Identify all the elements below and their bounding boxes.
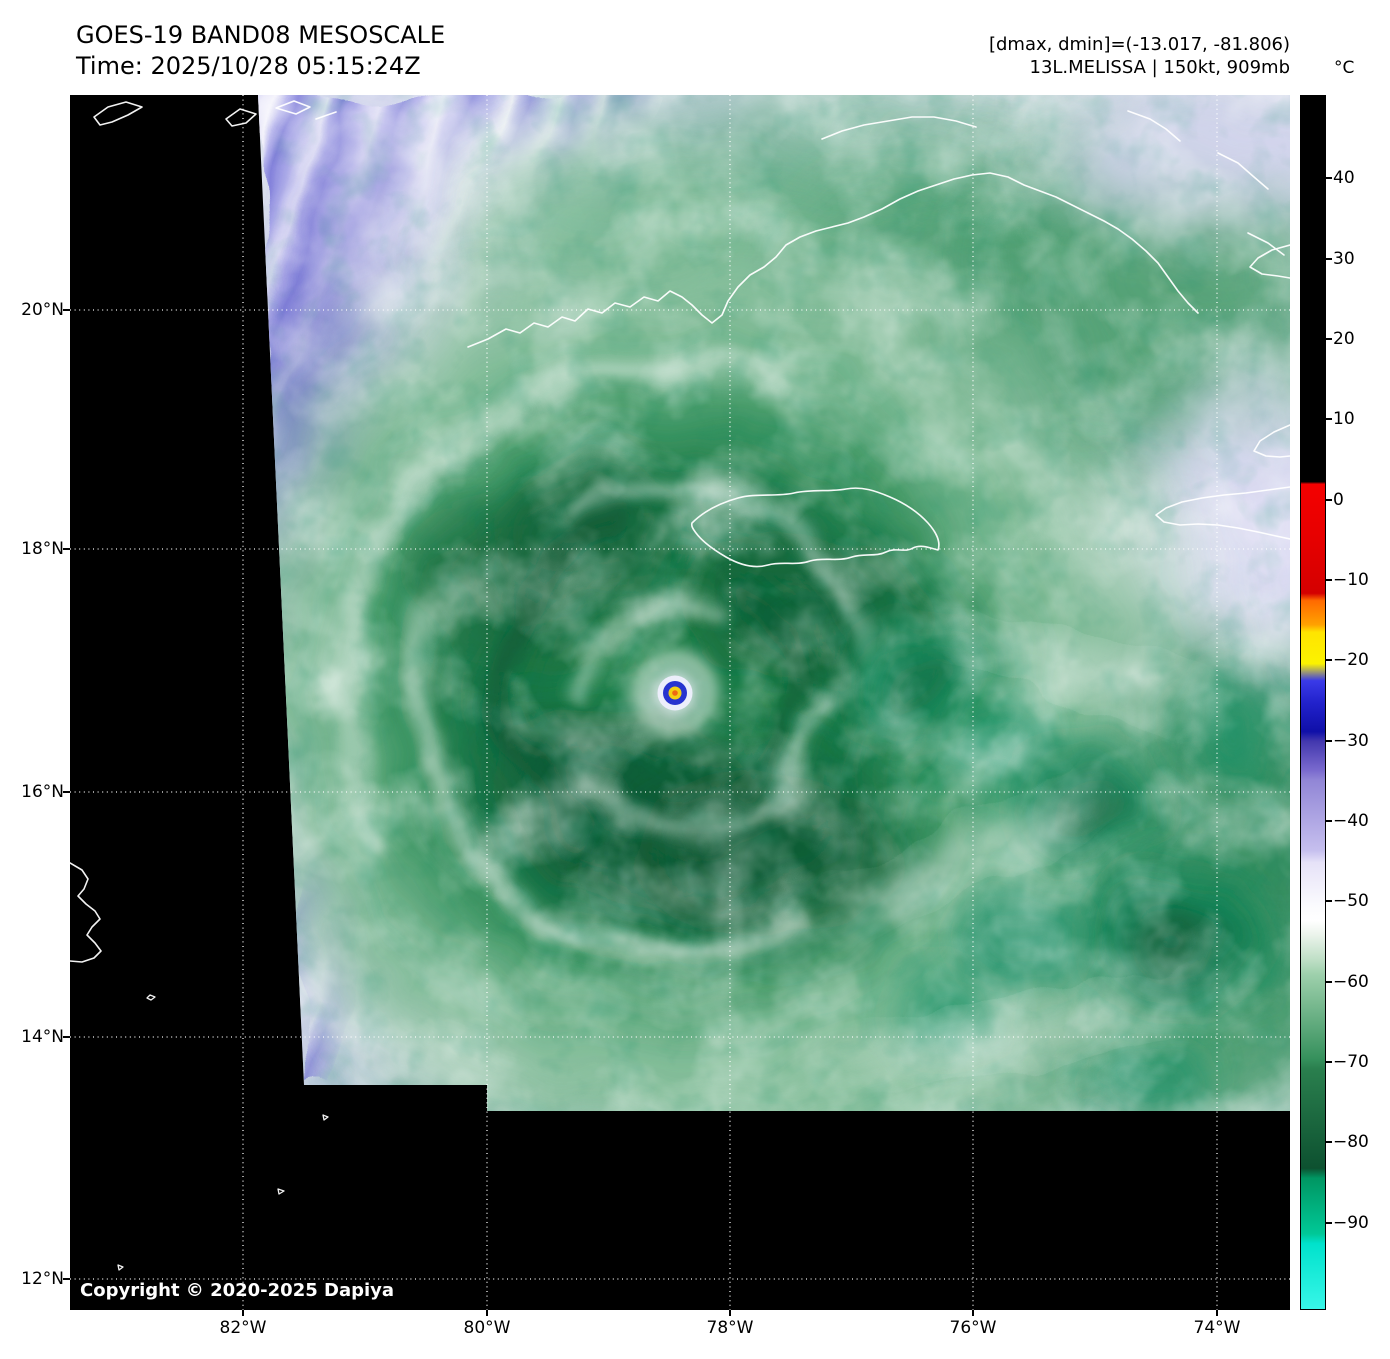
tick-mark — [1326, 418, 1332, 420]
tick-mark — [1326, 579, 1332, 581]
islet — [225, 108, 257, 127]
tick-mark — [1216, 1310, 1218, 1316]
graticule — [70, 95, 1290, 1310]
data-range: [dmax, dmin]=(-13.017, -81.806) — [988, 34, 1290, 55]
tick-mark — [1326, 981, 1332, 983]
copyright-text: Copyright © 2020-2025 Dapiya — [80, 1280, 395, 1301]
islet — [275, 100, 311, 115]
tick-mark — [1326, 900, 1332, 902]
temperature-colorbar — [1300, 95, 1326, 1310]
colorbar-tick-label: 0 — [1333, 490, 1344, 510]
storm-info: 13L.MELISSA | 150kt, 909mb — [1029, 57, 1291, 78]
coastline-cuba-north — [821, 116, 977, 140]
tick-mark — [1326, 258, 1332, 260]
lon-tick-label: 76°W — [949, 1318, 997, 1338]
lon-tick-label: 74°W — [1193, 1318, 1241, 1338]
colorbar-tick-label: −20 — [1333, 650, 1369, 670]
colorbar-tick-label: 10 — [1333, 409, 1355, 429]
colorbar-unit-label: °C — [1334, 58, 1355, 78]
tick-mark — [729, 1310, 731, 1316]
satellite-map: Copyright © 2020-2025 Dapiya — [70, 95, 1290, 1310]
colorbar-tick-label: 30 — [1333, 249, 1355, 269]
lon-tick-label: 82°W — [219, 1318, 267, 1338]
tick-mark — [1326, 338, 1332, 340]
tick-mark — [1326, 659, 1332, 661]
colorbar-tick-label: −90 — [1333, 1213, 1369, 1233]
data-swath — [258, 95, 1290, 1111]
tick-mark — [1326, 740, 1332, 742]
header-right: [dmax, dmin]=(-13.017, -81.806) 13L.MELIS… — [989, 33, 1290, 79]
colorbar-tick-label: 20 — [1333, 329, 1355, 349]
colorbar-tick-label: −60 — [1333, 972, 1369, 992]
tick-mark — [486, 1310, 488, 1316]
coastline-cuba-north — [1127, 110, 1181, 142]
timestamp: Time: 2025/10/28 05:15:24Z — [76, 52, 421, 80]
tick-mark — [63, 548, 70, 550]
lat-tick-label: 12°N — [21, 1269, 64, 1289]
colorbar-tick-label: −80 — [1333, 1132, 1369, 1152]
coastlines — [70, 100, 1290, 1271]
coastline-bahamas — [1217, 152, 1269, 190]
coastline-hispaniola — [1249, 244, 1290, 279]
satellite-imagery — [70, 95, 1290, 1310]
tick-mark — [63, 309, 70, 311]
lon-tick-label: 78°W — [706, 1318, 754, 1338]
coastline-jamaica — [690, 487, 940, 568]
cloud-texture-dark — [258, 95, 1290, 1111]
tick-mark — [63, 1036, 70, 1038]
colorbar-tick-label: −70 — [1333, 1052, 1369, 1072]
islet — [315, 111, 337, 120]
lat-tick-label: 14°N — [21, 1027, 64, 1047]
island-dot — [146, 994, 156, 1001]
island-dot — [277, 1188, 285, 1195]
page-title: GOES-19 BAND08 MESOSCALE — [76, 21, 446, 49]
coastline-central-america — [70, 862, 102, 963]
colorbar-tick-label: −30 — [1333, 731, 1369, 751]
island-dot — [117, 1264, 124, 1271]
hurricane-eye — [632, 650, 718, 736]
island-dot — [322, 1114, 329, 1121]
lat-tick-label: 20°N — [21, 300, 64, 320]
tick-mark — [1326, 1141, 1332, 1143]
tick-mark — [1326, 177, 1332, 179]
tick-mark — [63, 1278, 70, 1280]
header-left: GOES-19 BAND08 MESOSCALE Time: 2025/10/28… — [76, 20, 445, 82]
colorbar-tick-label: 40 — [1333, 168, 1355, 188]
tick-mark — [972, 1310, 974, 1316]
tick-mark — [242, 1310, 244, 1316]
coastline-cuba-west — [93, 101, 143, 126]
tick-mark — [1326, 820, 1332, 822]
tick-mark — [63, 791, 70, 793]
lon-tick-label: 80°W — [463, 1318, 511, 1338]
tick-mark — [1326, 1061, 1332, 1063]
lat-tick-label: 18°N — [21, 539, 64, 559]
tick-mark — [1326, 1222, 1332, 1224]
tick-mark — [1326, 499, 1332, 501]
coastline-hispaniola — [1155, 486, 1290, 540]
colorbar-tick-label: −50 — [1333, 891, 1369, 911]
lat-tick-label: 16°N — [21, 782, 64, 802]
colorbar-tick-label: −40 — [1333, 811, 1369, 831]
coastline-cuba — [467, 172, 1199, 348]
coastline-bahamas — [1247, 232, 1285, 256]
coastline-hispaniola — [1253, 424, 1290, 458]
colorbar-tick-label: −10 — [1333, 570, 1369, 590]
